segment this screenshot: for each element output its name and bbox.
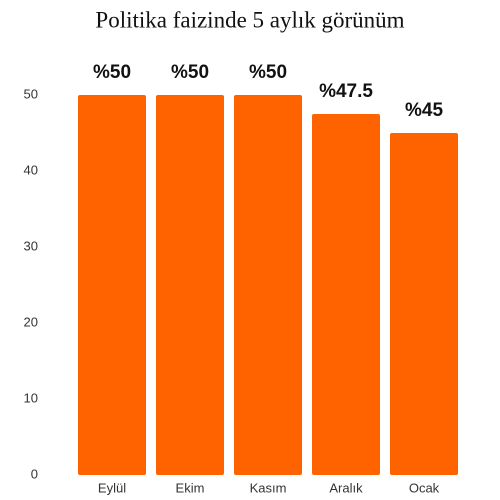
bar <box>390 133 458 475</box>
x-tick-label: Aralık <box>329 480 363 495</box>
y-tick-label: 10 <box>24 390 38 405</box>
value-label: %50 <box>93 62 131 83</box>
x-tick-label: Ekim <box>176 480 205 495</box>
value-label: %47.5 <box>319 81 373 102</box>
y-tick-label: 20 <box>24 314 38 329</box>
y-tick-label: 0 <box>31 466 38 481</box>
y-tick-label: 50 <box>24 86 38 101</box>
bar <box>156 95 224 475</box>
bar <box>234 95 302 475</box>
value-label: %45 <box>405 100 443 121</box>
x-tick-label: Eylül <box>98 480 126 495</box>
y-tick-label: 40 <box>24 162 38 177</box>
bar <box>312 114 380 475</box>
y-tick-label: 30 <box>24 238 38 253</box>
chart-title: Politika faizinde 5 aylık görünüm <box>95 7 404 32</box>
x-tick-label: Ocak <box>409 480 440 495</box>
bar <box>78 95 146 475</box>
value-label: %50 <box>171 62 209 83</box>
value-label: %50 <box>249 62 287 83</box>
x-tick-label: Kasım <box>250 480 287 495</box>
